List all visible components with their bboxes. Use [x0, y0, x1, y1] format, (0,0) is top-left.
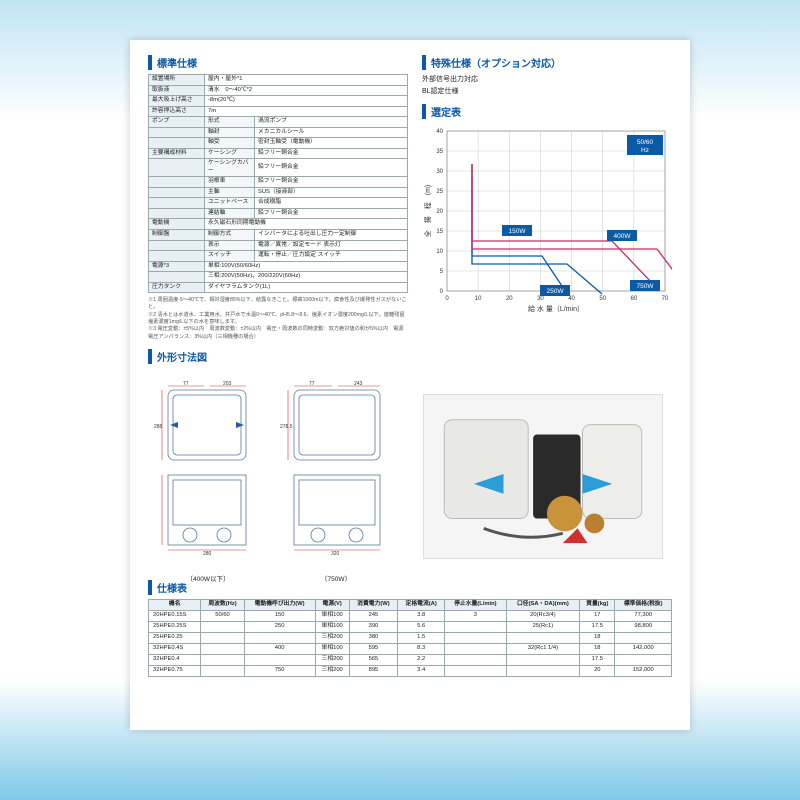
svg-text:60: 60 [631, 296, 638, 302]
section-special-spec: 特殊仕様（オプション対応） [422, 55, 672, 70]
standard-spec-table: 設置場所屋内・屋外*1取扱液清水 0～40℃*2最大吸上げ高さ-8m(20℃)許… [148, 74, 408, 293]
svg-text:25: 25 [436, 189, 443, 195]
drawing-cap-1: 〔400W以下〕 [148, 573, 268, 583]
svg-text:243: 243 [354, 381, 363, 387]
svg-text:288: 288 [154, 424, 163, 430]
svg-text:30: 30 [537, 296, 544, 302]
section-dimensions: 外形寸法図 [148, 349, 409, 364]
svg-text:70: 70 [662, 296, 669, 302]
svg-text:30: 30 [436, 169, 443, 175]
drawing-cap-2: 〔750W〕 [276, 573, 396, 583]
svg-text:40: 40 [568, 296, 575, 302]
svg-text:77: 77 [309, 381, 315, 387]
svg-text:750W: 750W [637, 283, 655, 290]
svg-text:50: 50 [599, 296, 606, 302]
svg-text:400W: 400W [614, 233, 632, 240]
svg-text:20: 20 [506, 296, 513, 302]
svg-text:150W: 150W [509, 228, 527, 235]
svg-text:280: 280 [203, 551, 212, 557]
svg-text:Hz: Hz [641, 147, 649, 154]
svg-text:20: 20 [436, 209, 443, 215]
svg-text:10: 10 [436, 249, 443, 255]
svg-text:203: 203 [223, 381, 232, 387]
svg-text:0: 0 [445, 296, 449, 302]
section-selection: 選定表 [422, 104, 672, 119]
svg-text:給 水 量（L/min）: 給 水 量（L/min） [528, 304, 584, 313]
final-spec-table: 機名周波数(Hz)電動機呼び出力(W)電源(V)消費電力(W)定格電流(A)停止… [148, 599, 672, 677]
svg-text:10: 10 [475, 296, 482, 302]
selection-chart: 0 10 20 30 40 50 60 70 0 5 10 15 20 25 30 35 40 150W 250W 4… [422, 123, 672, 318]
product-photo [423, 394, 663, 559]
svg-text:77: 77 [183, 381, 189, 387]
svg-text:250W: 250W [547, 288, 565, 295]
svg-text:320: 320 [331, 551, 340, 557]
section-standard-spec: 標準仕様 [148, 55, 408, 70]
dimension-drawings: 77 203 288 280 〔400W以下〕 [148, 370, 409, 570]
svg-text:40: 40 [436, 129, 443, 135]
svg-text:35: 35 [436, 149, 443, 155]
svg-text:0: 0 [440, 289, 444, 295]
svg-text:278.5: 278.5 [280, 424, 293, 430]
svg-text:5: 5 [440, 269, 444, 275]
svg-text:50/60: 50/60 [637, 139, 654, 146]
svg-text:全 揚 程 (m): 全 揚 程 (m) [423, 185, 432, 238]
special-sub2: BL認定仕様 [422, 86, 672, 96]
spec-notes: ※1 周囲温度-5～40℃で、相対湿度85%以下、結露なきこと。標高1000m以… [148, 297, 408, 341]
special-sub1: 外部信号出力対応 [422, 74, 672, 84]
svg-text:15: 15 [436, 229, 443, 235]
